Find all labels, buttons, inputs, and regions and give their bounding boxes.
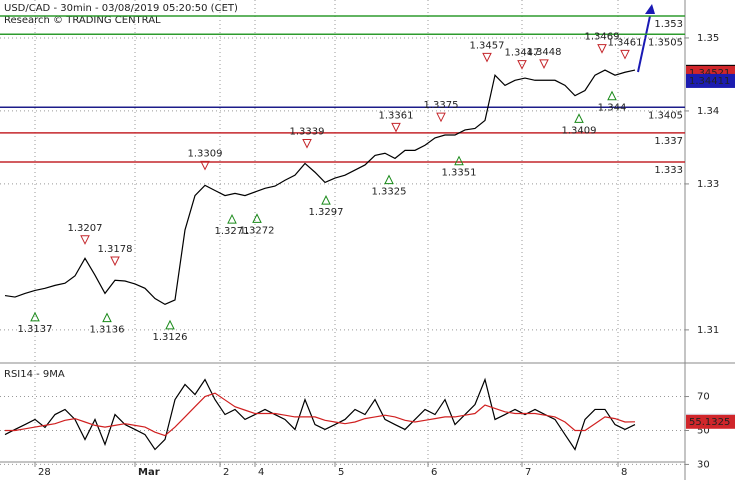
x-tick-label: 5	[338, 467, 344, 478]
price-tag	[686, 414, 735, 429]
pivot-low-marker	[252, 213, 262, 223]
pivot-low-marker	[321, 194, 331, 205]
pivot-high-marker	[482, 52, 492, 63]
pivot-label: 1.3136	[90, 325, 125, 336]
pivot-label: 1.3469	[585, 32, 620, 43]
y-tick-label: 30	[697, 459, 710, 470]
pivot-high-marker	[436, 112, 446, 123]
pivot-low-marker	[227, 213, 237, 224]
chart-title: USD/CAD - 30min - 03/08/2019 05:20:50 (C…	[4, 3, 238, 14]
y-tick-label: 1.31	[697, 325, 719, 336]
pivot-low-marker	[384, 174, 394, 185]
price-tag	[686, 73, 735, 88]
pivot-low-marker	[165, 319, 175, 330]
pivot-high-marker	[391, 122, 401, 133]
pivot-high-marker	[620, 49, 630, 60]
series-line	[4, 377, 636, 451]
x-tick-label: 8	[621, 467, 627, 478]
pivot-high-marker	[110, 256, 120, 267]
pivot-low-marker	[102, 312, 112, 323]
level-label: 1.337	[654, 136, 683, 147]
pivot-label: 1.3409	[562, 125, 597, 136]
x-tick-label: Mar	[138, 467, 160, 478]
chart-subtitle: Research © TRADING CENTRAL	[4, 15, 161, 26]
rsi-title: RSI14 - 9MA	[4, 369, 65, 380]
pivot-high-marker	[517, 60, 527, 70]
pivot-label: 1.3325	[372, 187, 407, 198]
forecast-arrow	[637, 15, 651, 73]
x-tick-label: 6	[431, 467, 437, 478]
x-tick-label: 4	[258, 467, 264, 478]
pivot-label: 1.3137	[18, 324, 53, 335]
pivot-high-marker	[200, 160, 210, 171]
pivot-high-marker	[80, 235, 90, 245]
pivot-label: 1.3457	[470, 40, 505, 51]
pivot-label: 1.3178	[98, 244, 133, 255]
pivot-label: 1.3448	[527, 47, 562, 58]
pivot-low-marker	[574, 113, 584, 123]
x-tick-label: 28	[38, 467, 51, 478]
x-tick-label: 7	[525, 467, 531, 478]
pivot-label: 1.3339	[290, 126, 325, 137]
pivot-label: 1.3207	[68, 223, 103, 234]
series-line	[4, 69, 636, 306]
pivot-label: 1.3351	[442, 168, 477, 179]
price-tag-label: 1.34521	[689, 68, 730, 79]
x-tick-label: 2	[223, 467, 229, 478]
series-line	[5, 392, 636, 437]
level-label: 1.3505	[648, 37, 683, 48]
pivot-label: 1.3361	[379, 110, 414, 121]
pivot-low-marker	[30, 311, 40, 322]
pivot-label: 1.3309	[188, 148, 223, 159]
y-tick-label: 70	[697, 392, 710, 403]
pivot-label: 1.3447	[505, 48, 540, 59]
level-label: 1.353	[654, 19, 683, 30]
y-tick-label: 50	[697, 425, 710, 436]
pivot-high-marker	[597, 44, 607, 54]
forecast-arrow-head	[645, 4, 655, 14]
pivot-label: 1.3461	[608, 37, 643, 48]
y-tick-label: 1.35	[697, 33, 719, 44]
pivot-high-marker	[302, 138, 312, 149]
pivot-low-marker	[454, 155, 464, 166]
level-label: 1.3405	[648, 110, 683, 121]
pivot-label: 1.3271	[215, 226, 250, 237]
pivot-low-marker	[607, 90, 617, 101]
level-label: 1.333	[654, 165, 683, 176]
pivot-high-marker	[539, 59, 549, 70]
y-tick-label: 1.34	[697, 106, 719, 117]
pivot-label: 1.344	[598, 103, 627, 114]
y-tick-label: 1.33	[697, 179, 719, 190]
price-tag-label: 1.34411	[689, 76, 730, 87]
pivot-label: 1.3126	[153, 332, 188, 343]
pivot-label: 1.3297	[309, 207, 344, 218]
pivot-label: 1.3272	[240, 225, 275, 236]
pivot-label: 1.3375	[424, 100, 459, 111]
price-tag-label: 55.1325	[689, 417, 730, 428]
